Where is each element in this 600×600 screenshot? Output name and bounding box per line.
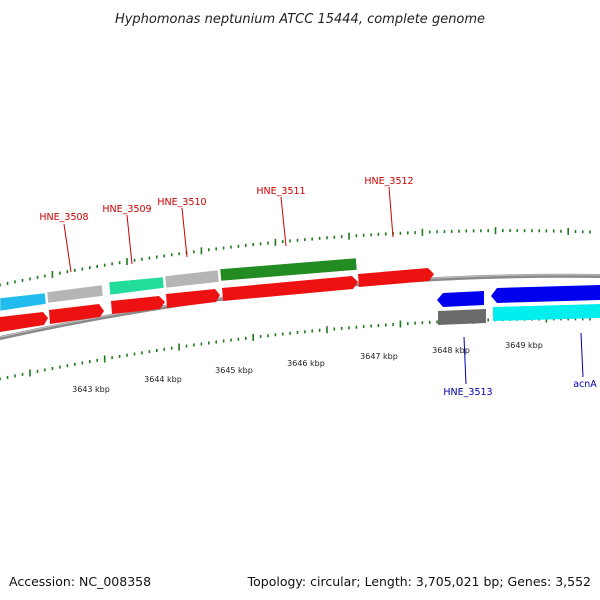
map-title: Hyphomonas neptunium ATCC 15444, complet… <box>115 12 485 27</box>
cds-forward-1[interactable] <box>0 312 48 332</box>
scale-label: 3649 kbp <box>505 341 543 350</box>
leader-line <box>126 214 133 265</box>
gene-label[interactable]: HNE_3509 <box>102 204 151 215</box>
gene-label[interactable]: HNE_3511 <box>256 186 305 197</box>
gene-hne-3510-feature[interactable] <box>164 269 220 289</box>
cds-reverse-1[interactable] <box>437 291 484 307</box>
scale-label: 3644 kbp <box>144 375 182 384</box>
gene-hne-3509-feature[interactable] <box>108 276 165 296</box>
gene-label[interactable]: HNE_3513 <box>443 387 492 398</box>
leader-line <box>388 186 394 238</box>
gene-label[interactable]: HNE_3508 <box>39 212 88 223</box>
gene-labels: HNE_3508 HNE_3509 HNE_3510 HNE_3511 HNE_… <box>39 176 597 398</box>
scale-label: 3647 kbp <box>360 352 398 361</box>
gene-hne-3513-feature[interactable] <box>438 309 486 325</box>
leader-line <box>463 336 467 385</box>
outer-tick-ring <box>0 227 591 287</box>
leader-line <box>63 223 72 273</box>
cds-forward-4[interactable] <box>166 289 220 308</box>
leader-line <box>280 196 287 247</box>
leader-line <box>181 207 188 258</box>
gene-label[interactable]: HNE_3510 <box>157 197 206 208</box>
gene-hne-3511-feature[interactable] <box>219 257 358 282</box>
cds-forward-2[interactable] <box>49 304 104 324</box>
scale-label: 3648 kbp <box>432 346 470 355</box>
scale-label: 3643 kbp <box>72 385 110 394</box>
gene-feature-grey-forward[interactable] <box>46 284 104 304</box>
accession-text: Accession: NC_008358 <box>9 574 151 589</box>
gene-feature-light-blue-forward[interactable] <box>0 292 47 312</box>
forward-features <box>0 257 434 332</box>
scale-labels: 3643 kbp 3644 kbp 3645 kbp 3646 kbp 3647… <box>72 341 543 394</box>
reverse-features <box>437 285 600 325</box>
scale-label: 3645 kbp <box>215 366 253 375</box>
gene-label[interactable]: HNE_3512 <box>364 176 413 187</box>
cds-reverse-2[interactable] <box>491 285 600 303</box>
inner-tick-ring <box>0 315 591 381</box>
leader-line <box>580 332 584 378</box>
cds-forward-6[interactable] <box>358 268 434 287</box>
scale-label: 3646 kbp <box>287 359 325 368</box>
cds-forward-3[interactable] <box>111 296 165 314</box>
genome-summary-text: Topology: circular; Length: 3,705,021 bp… <box>247 574 591 589</box>
cds-forward-5[interactable] <box>222 276 358 301</box>
gene-label[interactable]: acnA <box>573 379 597 390</box>
gene-acna-feature[interactable] <box>493 304 600 321</box>
